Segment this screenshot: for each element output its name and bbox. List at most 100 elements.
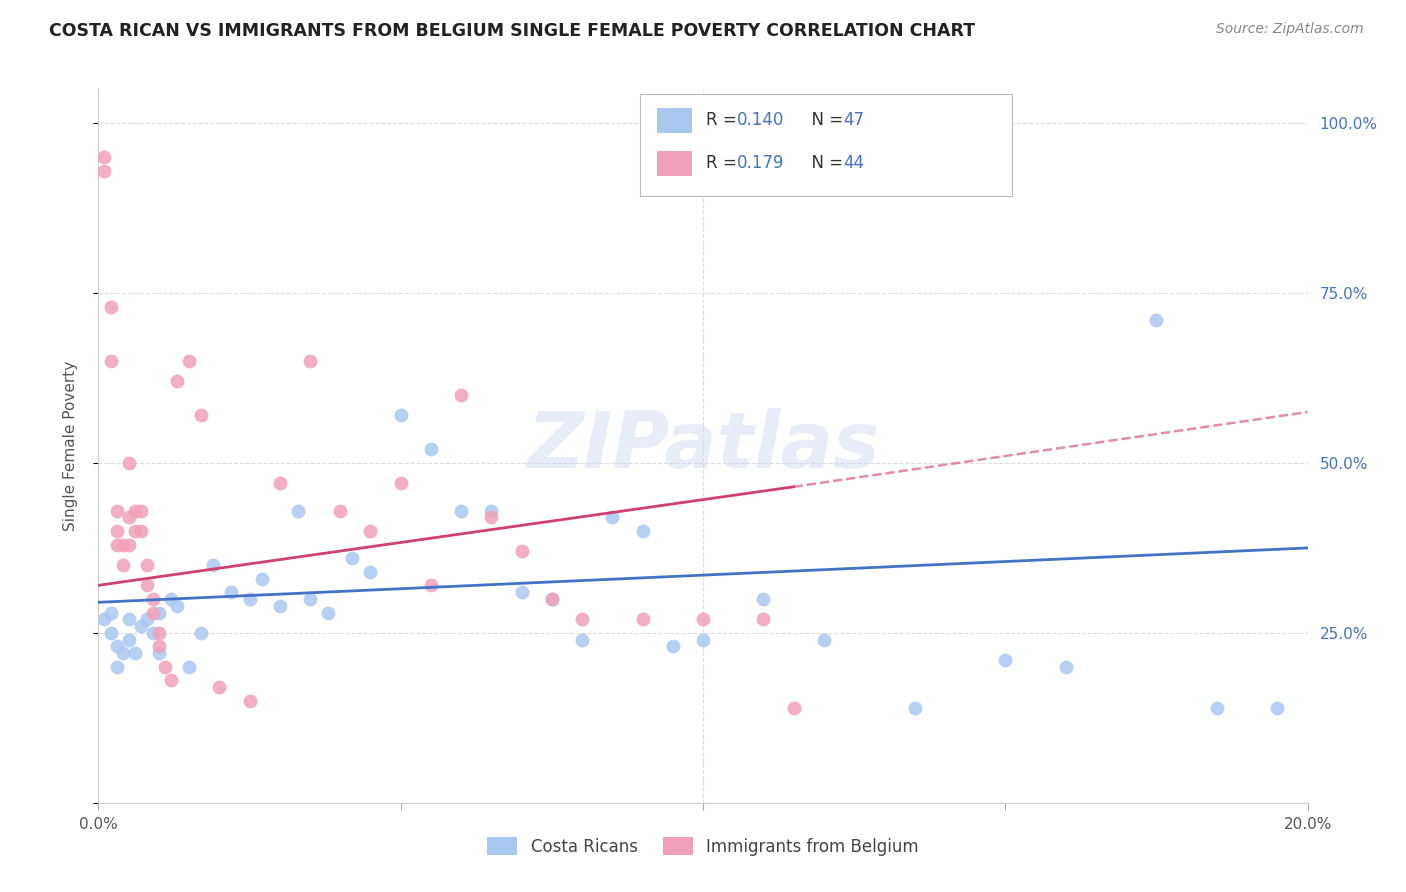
Point [360,565,382,579]
Point [510,585,533,599]
Point [166,375,188,389]
Text: 0.179: 0.179 [737,154,785,172]
Point [111,646,134,660]
Point [481,503,503,517]
Point [129,619,152,633]
Text: R =: R = [706,154,742,172]
Point [783,700,806,714]
Point [100,300,122,314]
Point [420,442,443,457]
Text: 47: 47 [844,112,865,129]
Point [118,537,141,551]
Point [160,673,183,688]
Text: Source: ZipAtlas.com: Source: ZipAtlas.com [1216,22,1364,37]
Point [450,503,472,517]
Point [1054,660,1077,674]
Point [1206,700,1229,714]
Point [221,585,243,599]
Point [360,524,382,538]
Y-axis label: Single Female Poverty: Single Female Poverty [63,361,77,531]
Point [105,537,128,551]
Point [661,640,683,654]
Point [202,558,225,572]
Point [752,612,775,626]
Point [904,700,927,714]
Text: N =: N = [801,154,849,172]
Point [153,660,176,674]
Point [631,524,654,538]
Point [100,606,122,620]
Point [118,456,141,470]
Point [179,660,201,674]
Point [148,646,170,660]
Point [239,591,262,606]
Point [93,150,115,164]
Point [287,503,309,517]
Point [135,578,157,592]
Point [329,503,352,517]
Point [124,503,146,517]
Point [813,632,835,647]
Point [111,558,134,572]
Text: COSTA RICAN VS IMMIGRANTS FROM BELGIUM SINGLE FEMALE POVERTY CORRELATION CHART: COSTA RICAN VS IMMIGRANTS FROM BELGIUM S… [49,22,976,40]
Point [105,503,128,517]
Point [179,354,201,368]
Point [148,626,170,640]
Point [389,476,412,491]
Point [1267,700,1289,714]
Point [118,612,141,626]
Point [105,660,128,674]
Point [93,612,115,626]
Point [190,409,212,423]
Point [135,558,157,572]
Point [571,632,593,647]
Point [100,626,122,640]
Point [540,591,562,606]
Point [148,606,170,620]
Point [166,599,188,613]
Point [105,524,128,538]
Point [450,388,472,402]
Point [100,354,122,368]
Point [118,632,141,647]
Point [142,626,165,640]
Point [208,680,231,694]
Point [389,409,412,423]
Point [129,524,152,538]
Point [190,626,212,640]
Point [602,510,624,524]
Point [135,612,157,626]
Point [1144,313,1167,327]
Point [316,606,339,620]
Point [142,606,165,620]
Point [481,510,503,524]
Text: 44: 44 [844,154,865,172]
Legend: Costa Ricans, Immigrants from Belgium: Costa Ricans, Immigrants from Belgium [481,830,925,863]
Point [93,163,115,178]
Point [692,612,714,626]
Point [692,632,714,647]
Point [111,537,134,551]
Point [148,640,170,654]
Point [129,503,152,517]
Point [342,551,364,566]
Point [124,524,146,538]
Text: R =: R = [706,112,742,129]
Text: N =: N = [801,112,849,129]
Point [239,694,262,708]
Point [420,578,443,592]
Point [752,591,775,606]
Point [105,640,128,654]
Point [299,591,322,606]
Point [571,612,593,626]
Point [118,510,141,524]
Text: ZIPatlas: ZIPatlas [527,408,879,484]
Text: 0.140: 0.140 [737,112,785,129]
Point [269,599,291,613]
Point [250,572,273,586]
Point [510,544,533,558]
Point [160,591,183,606]
Point [299,354,322,368]
Point [269,476,291,491]
Point [994,653,1017,667]
